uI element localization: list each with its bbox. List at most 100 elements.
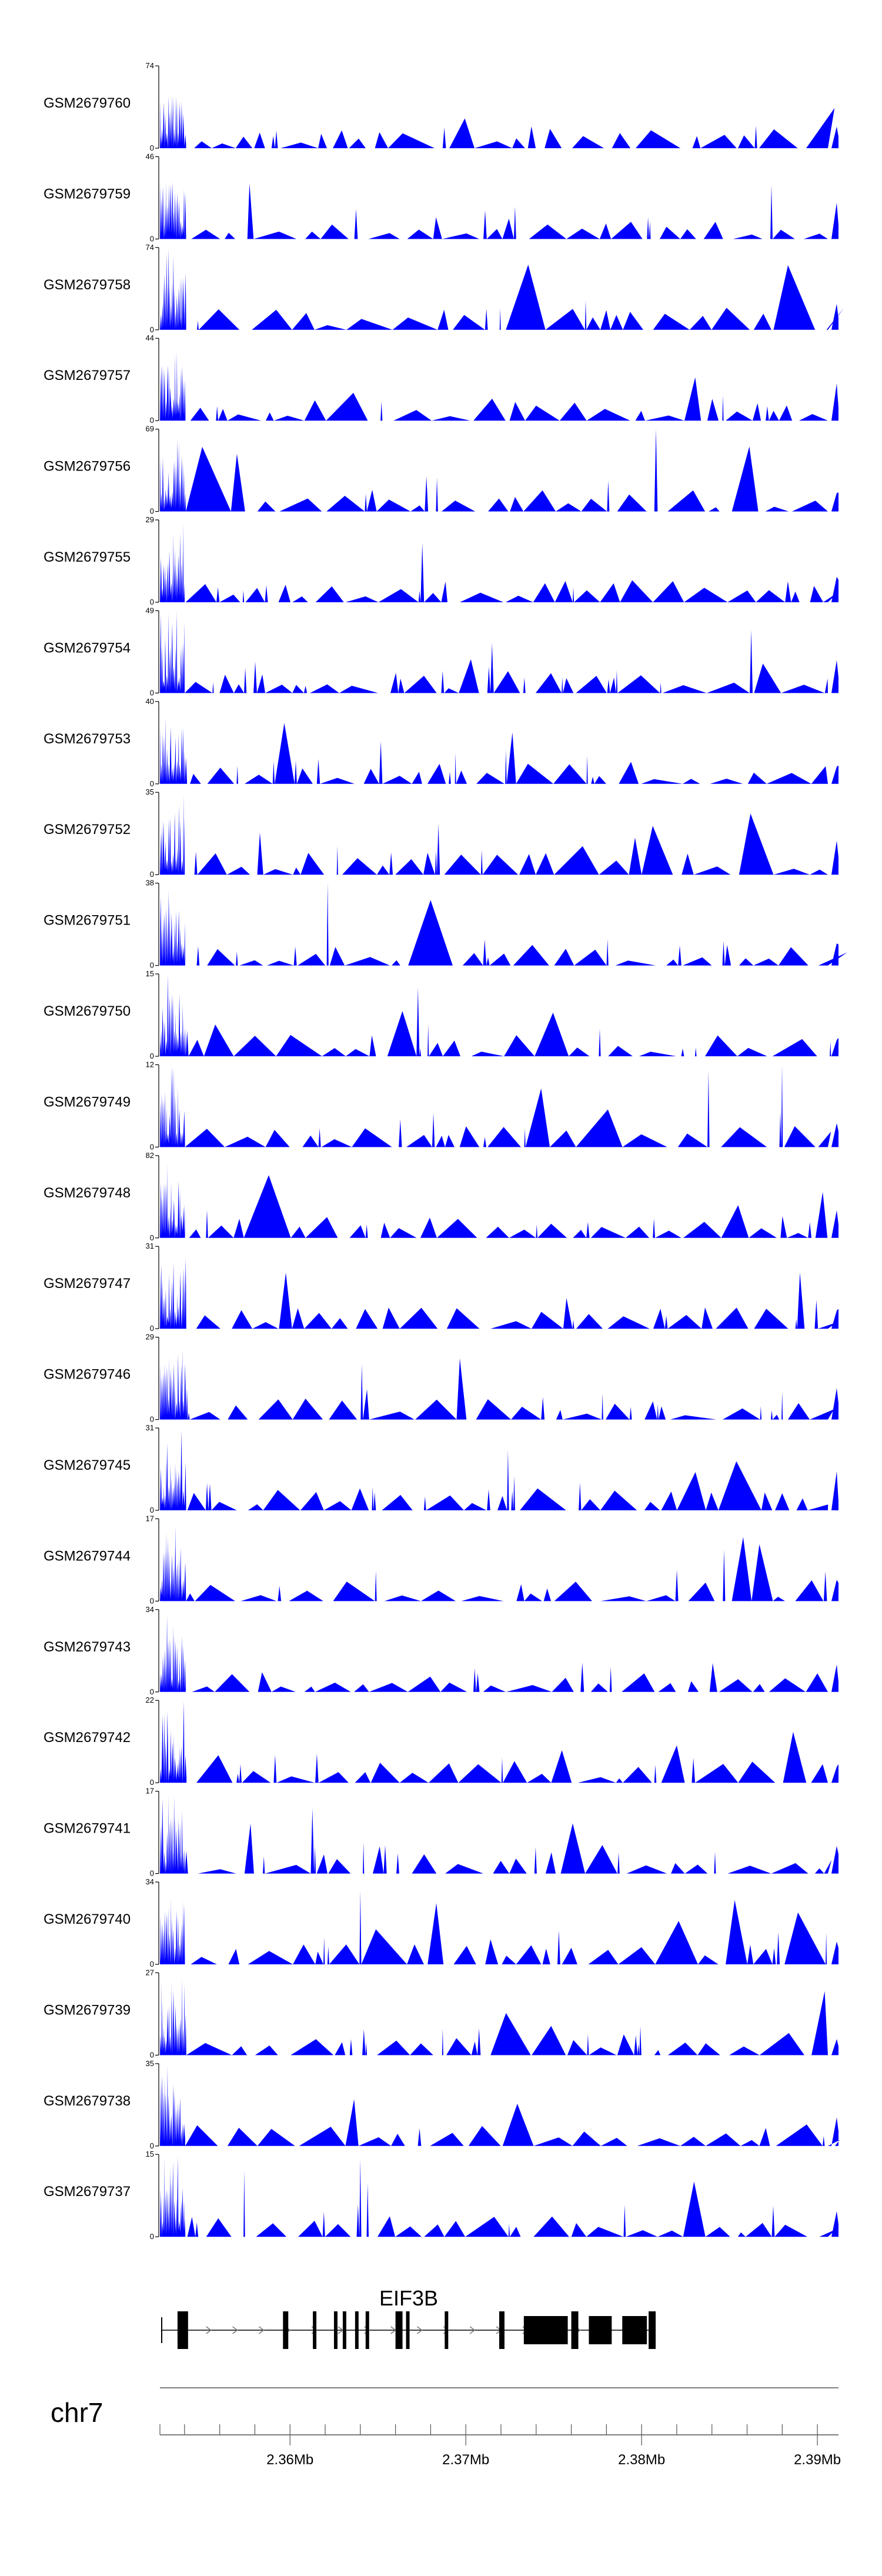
track-label: GSM2679756 xyxy=(44,459,131,475)
track-GSM2679748: GSM2679748 82 0 xyxy=(44,1151,838,1242)
coverage-area xyxy=(160,1978,838,2056)
y-max-label: 74 xyxy=(146,243,154,252)
track-label: GSM2679740 xyxy=(44,1911,131,1927)
y-min-label: 0 xyxy=(150,870,154,879)
y-max-label: 82 xyxy=(146,1151,154,1160)
track-label: GSM2679742 xyxy=(44,1730,131,1746)
y-max-label: 31 xyxy=(146,1423,154,1432)
coverage-area xyxy=(160,1525,838,1601)
y-min-label: 0 xyxy=(150,416,154,425)
y-max-label: 35 xyxy=(146,788,154,796)
y-max-label: 35 xyxy=(146,2059,154,2068)
y-min-label: 0 xyxy=(150,2050,154,2059)
y-min-label: 0 xyxy=(150,598,154,606)
y-max-label: 34 xyxy=(146,1605,154,1614)
track-label: GSM2679743 xyxy=(44,1639,131,1655)
y-min-label: 0 xyxy=(150,234,154,243)
y-max-label: 29 xyxy=(146,1333,154,1342)
coverage-area xyxy=(160,523,839,602)
track-label: GSM2679737 xyxy=(44,2184,131,2200)
y-max-label: 15 xyxy=(146,2150,154,2158)
axis-tick-label: 2.38Mb xyxy=(618,2452,665,2468)
strand-arrow xyxy=(417,2326,423,2334)
exon xyxy=(406,2311,410,2349)
track-GSM2679739: GSM2679739 27 0 xyxy=(44,1968,838,2059)
y-max-label: 27 xyxy=(146,1968,154,1977)
gene-model: EIF3B xyxy=(161,2286,656,2349)
coverage-area xyxy=(160,2155,838,2237)
track-label: GSM2679754 xyxy=(44,640,131,656)
track-GSM2679738: GSM2679738 35 0 xyxy=(44,2059,840,2150)
axis-tick-label: 2.37Mb xyxy=(442,2452,489,2468)
exon xyxy=(499,2311,505,2349)
strand-arrow xyxy=(469,2326,476,2334)
coverage-area xyxy=(160,716,838,784)
track-label: GSM2679744 xyxy=(44,1548,131,1564)
track-label: GSM2679745 xyxy=(44,1457,131,1473)
track-label: GSM2679753 xyxy=(44,731,131,747)
track-GSM2679750: GSM2679750 15 0 xyxy=(44,969,838,1060)
track-GSM2679757: GSM2679757 44 0 xyxy=(44,333,838,425)
exon xyxy=(177,2311,188,2349)
exon xyxy=(589,2316,612,2344)
track-label: GSM2679749 xyxy=(44,1094,131,1110)
track-label: GSM2679759 xyxy=(44,186,131,202)
strand-arrow xyxy=(258,2326,265,2334)
coverage-area xyxy=(160,611,838,693)
exon xyxy=(342,2311,346,2349)
track-label: GSM2679755 xyxy=(44,549,131,565)
y-max-label: 22 xyxy=(146,1696,154,1704)
coverage-area xyxy=(160,182,838,239)
track-label: GSM2679758 xyxy=(44,277,131,293)
track-label: GSM2679746 xyxy=(44,1367,131,1383)
track-GSM2679747: GSM2679747 31 0 xyxy=(44,1242,838,1333)
y-max-label: 46 xyxy=(146,152,154,161)
exon xyxy=(395,2311,403,2349)
y-max-label: 31 xyxy=(146,1242,154,1250)
y-max-label: 74 xyxy=(146,61,154,70)
y-min-label: 0 xyxy=(150,1506,154,1514)
coverage-area xyxy=(160,1794,838,1874)
chromosome-label: chr7 xyxy=(51,2397,103,2428)
exon xyxy=(523,2316,568,2344)
track-GSM2679753: GSM2679753 40 0 xyxy=(44,697,838,788)
y-max-label: 12 xyxy=(146,1060,154,1069)
track-label: GSM2679741 xyxy=(44,1821,131,1837)
y-min-label: 0 xyxy=(150,144,154,152)
y-min-label: 0 xyxy=(150,1687,154,1696)
track-GSM2679752: GSM2679752 35 0 xyxy=(44,788,838,879)
track-label: GSM2679748 xyxy=(44,1185,131,1201)
y-max-label: 15 xyxy=(146,969,154,978)
axis-tick-label: 2.39Mb xyxy=(794,2452,841,2468)
track-label: GSM2679739 xyxy=(44,2002,131,2018)
coverage-area xyxy=(160,975,838,1056)
y-min-label: 0 xyxy=(150,507,154,516)
track-GSM2679741: GSM2679741 17 0 xyxy=(44,1787,838,1878)
exon xyxy=(571,2311,579,2349)
track-GSM2679759: GSM2679759 46 0 xyxy=(44,152,838,243)
track-GSM2679740: GSM2679740 34 0 xyxy=(44,1877,838,1968)
axis-tick-label: 2.36Mb xyxy=(266,2452,313,2468)
y-min-label: 0 xyxy=(150,1324,154,1333)
coverage-area xyxy=(160,1891,838,1964)
y-max-label: 29 xyxy=(146,515,154,524)
y-min-label: 0 xyxy=(150,1778,154,1787)
track-GSM2679746: GSM2679746 29 0 xyxy=(44,1333,838,1424)
track-GSM2679758: GSM2679758 74 0 xyxy=(44,243,844,334)
coverage-area xyxy=(160,1614,838,1692)
strand-arrow xyxy=(206,2326,212,2334)
exon xyxy=(622,2316,647,2344)
track-label: GSM2679760 xyxy=(44,95,131,111)
coverage-area xyxy=(160,351,838,421)
track-GSM2679754: GSM2679754 49 0 xyxy=(44,606,838,697)
track-GSM2679751: GSM2679751 38 0 xyxy=(44,879,847,970)
coverage-area xyxy=(160,95,838,148)
coverage-area xyxy=(160,1349,838,1420)
y-min-label: 0 xyxy=(150,1869,154,1878)
track-GSM2679760: GSM2679760 74 0 xyxy=(44,61,838,152)
track-GSM2679742: GSM2679742 22 0 xyxy=(44,1696,838,1787)
track-GSM2679744: GSM2679744 17 0 xyxy=(44,1514,838,1605)
y-min-label: 0 xyxy=(150,1233,154,1242)
coverage-area xyxy=(160,1701,838,1783)
